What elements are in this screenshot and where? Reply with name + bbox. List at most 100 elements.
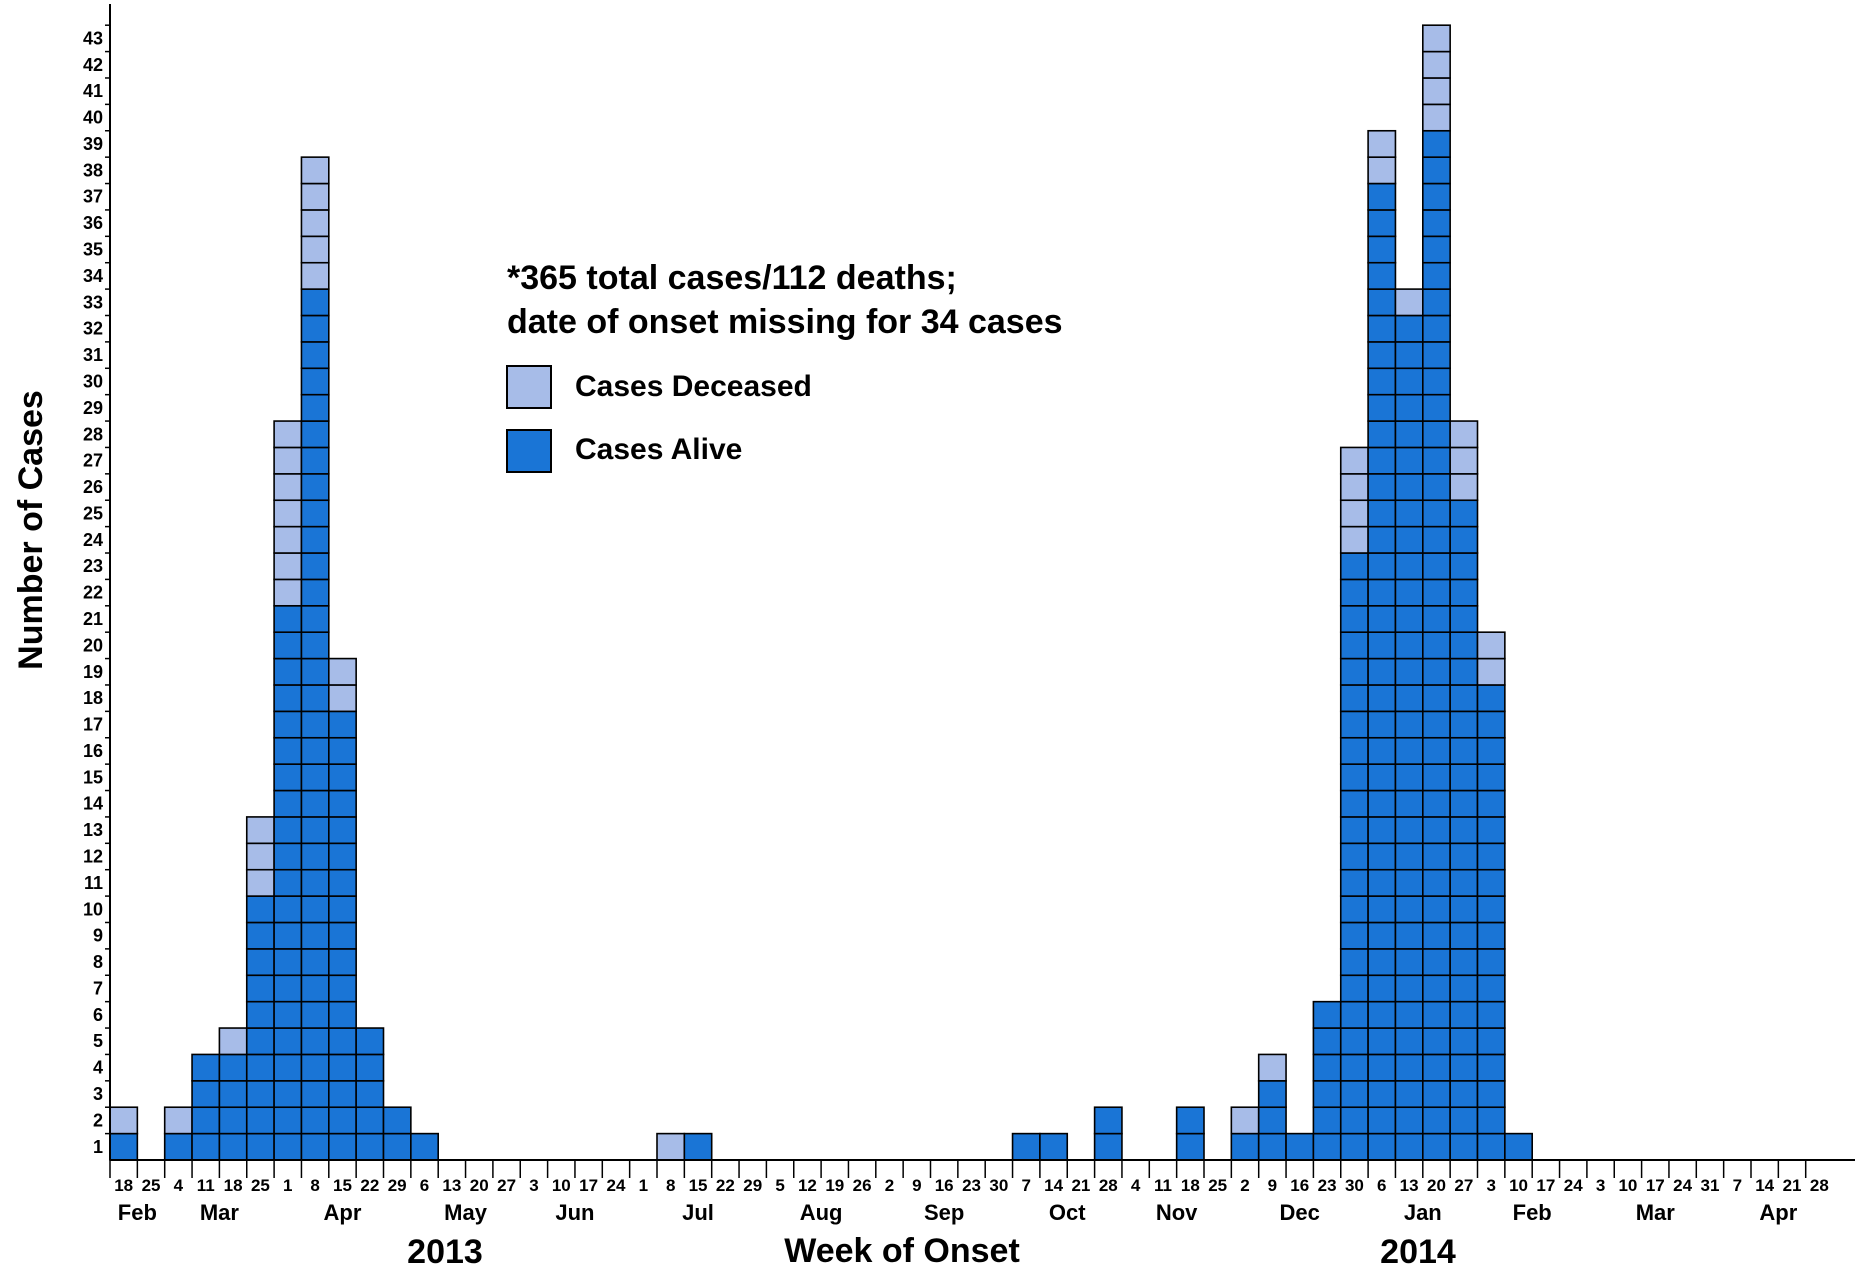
x-tick-label: 3 [1486,1176,1495,1195]
bar-box-deceased [1422,77,1451,106]
y-tick-label: 27 [83,451,103,471]
bar-box-deceased [1476,657,1506,686]
bar-box-alive [327,1027,357,1056]
bar-box-alive [300,1132,330,1161]
bar-box-alive [1312,1027,1342,1056]
bar-box-alive [327,1106,357,1135]
x-tick-label: 13 [1400,1176,1419,1195]
bar-box-alive [1339,842,1369,871]
x-tick-label: 7 [1733,1176,1742,1195]
bar-box-alive [1504,1132,1533,1161]
bar-box-alive [1422,1132,1451,1161]
bar-box-alive [1422,446,1451,475]
y-tick-label: 30 [83,371,103,391]
month-label: Sep [924,1200,964,1225]
bar-box-alive [1449,604,1479,633]
bar-box-alive [300,631,330,660]
bar-box-deceased [273,420,303,449]
bar-box-alive [1367,499,1397,528]
bar-box-alive [245,895,275,924]
bar-box-alive [1367,736,1397,765]
bar-box-alive [1367,473,1397,502]
bar-box-alive [355,1080,385,1109]
bar-box-alive [1449,816,1479,845]
bar-box-alive [1367,420,1397,449]
legend-swatch-deceased [506,365,552,409]
x-tick-label: 30 [1345,1176,1364,1195]
y-tick-label: 3 [93,1084,103,1104]
month-label: Jun [555,1200,594,1225]
bar-box-alive [1367,921,1397,950]
bar-box-deceased [1422,24,1451,53]
bar-box-alive [1422,420,1451,449]
bar-box-alive [1422,921,1451,950]
bar-box-alive [1449,921,1479,950]
bar-box-alive [1339,1132,1369,1161]
bar-box-alive [1476,842,1506,871]
bar-box-alive [1476,789,1506,818]
annotation-line-2: date of onset missing for 34 cases [507,303,1063,341]
bar-box-alive [1394,1132,1424,1161]
bar-box-alive [1339,578,1369,607]
x-tick-label: 31 [1701,1176,1720,1195]
y-tick-label: 34 [83,266,103,286]
bar-box-alive [245,1080,275,1109]
bar-box-alive [1394,631,1424,660]
x-tick-label: 15 [689,1176,708,1195]
bar-box-deceased [218,1027,248,1056]
bar-box-alive [1422,1053,1451,1082]
bar-box-alive [1339,763,1369,792]
bar-box-alive [1367,1053,1397,1082]
month-label: Feb [1513,1200,1552,1225]
bar-box-alive [300,578,330,607]
bar-box-alive [191,1106,221,1135]
bar-box-alive [1339,1080,1369,1109]
bar-box-alive [273,684,303,713]
x-tick-label: 12 [798,1176,817,1195]
bar-box-alive [1367,1080,1397,1109]
x-tick-label: 6 [1377,1176,1386,1195]
y-axis-label: Number of Cases [12,390,50,670]
bar-box-deceased [656,1132,686,1161]
x-tick-label: 18 [114,1176,133,1195]
y-tick-label: 26 [83,477,103,497]
month-label: Oct [1049,1200,1086,1225]
y-tick-label: 1 [93,1137,103,1157]
bar-box-alive [1367,763,1397,792]
bar-box-alive [683,1132,713,1161]
bar-box-alive [1449,710,1479,739]
bar-box-deceased [1339,525,1369,554]
bar-box-alive [1394,1080,1424,1109]
x-tick-label: 26 [853,1176,872,1195]
x-tick-label: 21 [1783,1176,1802,1195]
bar-box-deceased [163,1106,193,1135]
bar-box-alive [1449,895,1479,924]
bars-layer [109,24,1533,1161]
bar-box-alive [1422,631,1451,660]
y-tick-label: 31 [83,345,103,365]
bar-box-alive [273,1080,303,1109]
bar-box-alive [1476,868,1506,897]
bar-box-alive [1394,578,1424,607]
y-tick-label: 5 [93,1031,103,1051]
bar-box-alive [1422,1027,1451,1056]
bar-box-alive [273,1106,303,1135]
bar-box-alive [1422,182,1451,211]
bar-box-alive [1422,895,1451,924]
bar-box-alive [1367,895,1397,924]
y-tick-label: 43 [83,28,103,48]
bar-box-alive [327,974,357,1003]
bar-box-deceased [1339,473,1369,502]
bar-box-alive [327,710,357,739]
x-tick-label: 18 [1181,1176,1200,1195]
y-tick-label: 24 [83,530,103,550]
bar-box-alive [245,1027,275,1056]
x-tick-label: 22 [716,1176,735,1195]
bar-box-alive [1367,948,1397,977]
y-tick-label: 38 [83,160,103,180]
bar-box-alive [1449,868,1479,897]
year-label: 2014 [1380,1233,1456,1269]
bar-box-alive [1422,367,1451,396]
bar-box-alive [327,868,357,897]
bar-box-alive [300,1027,330,1056]
